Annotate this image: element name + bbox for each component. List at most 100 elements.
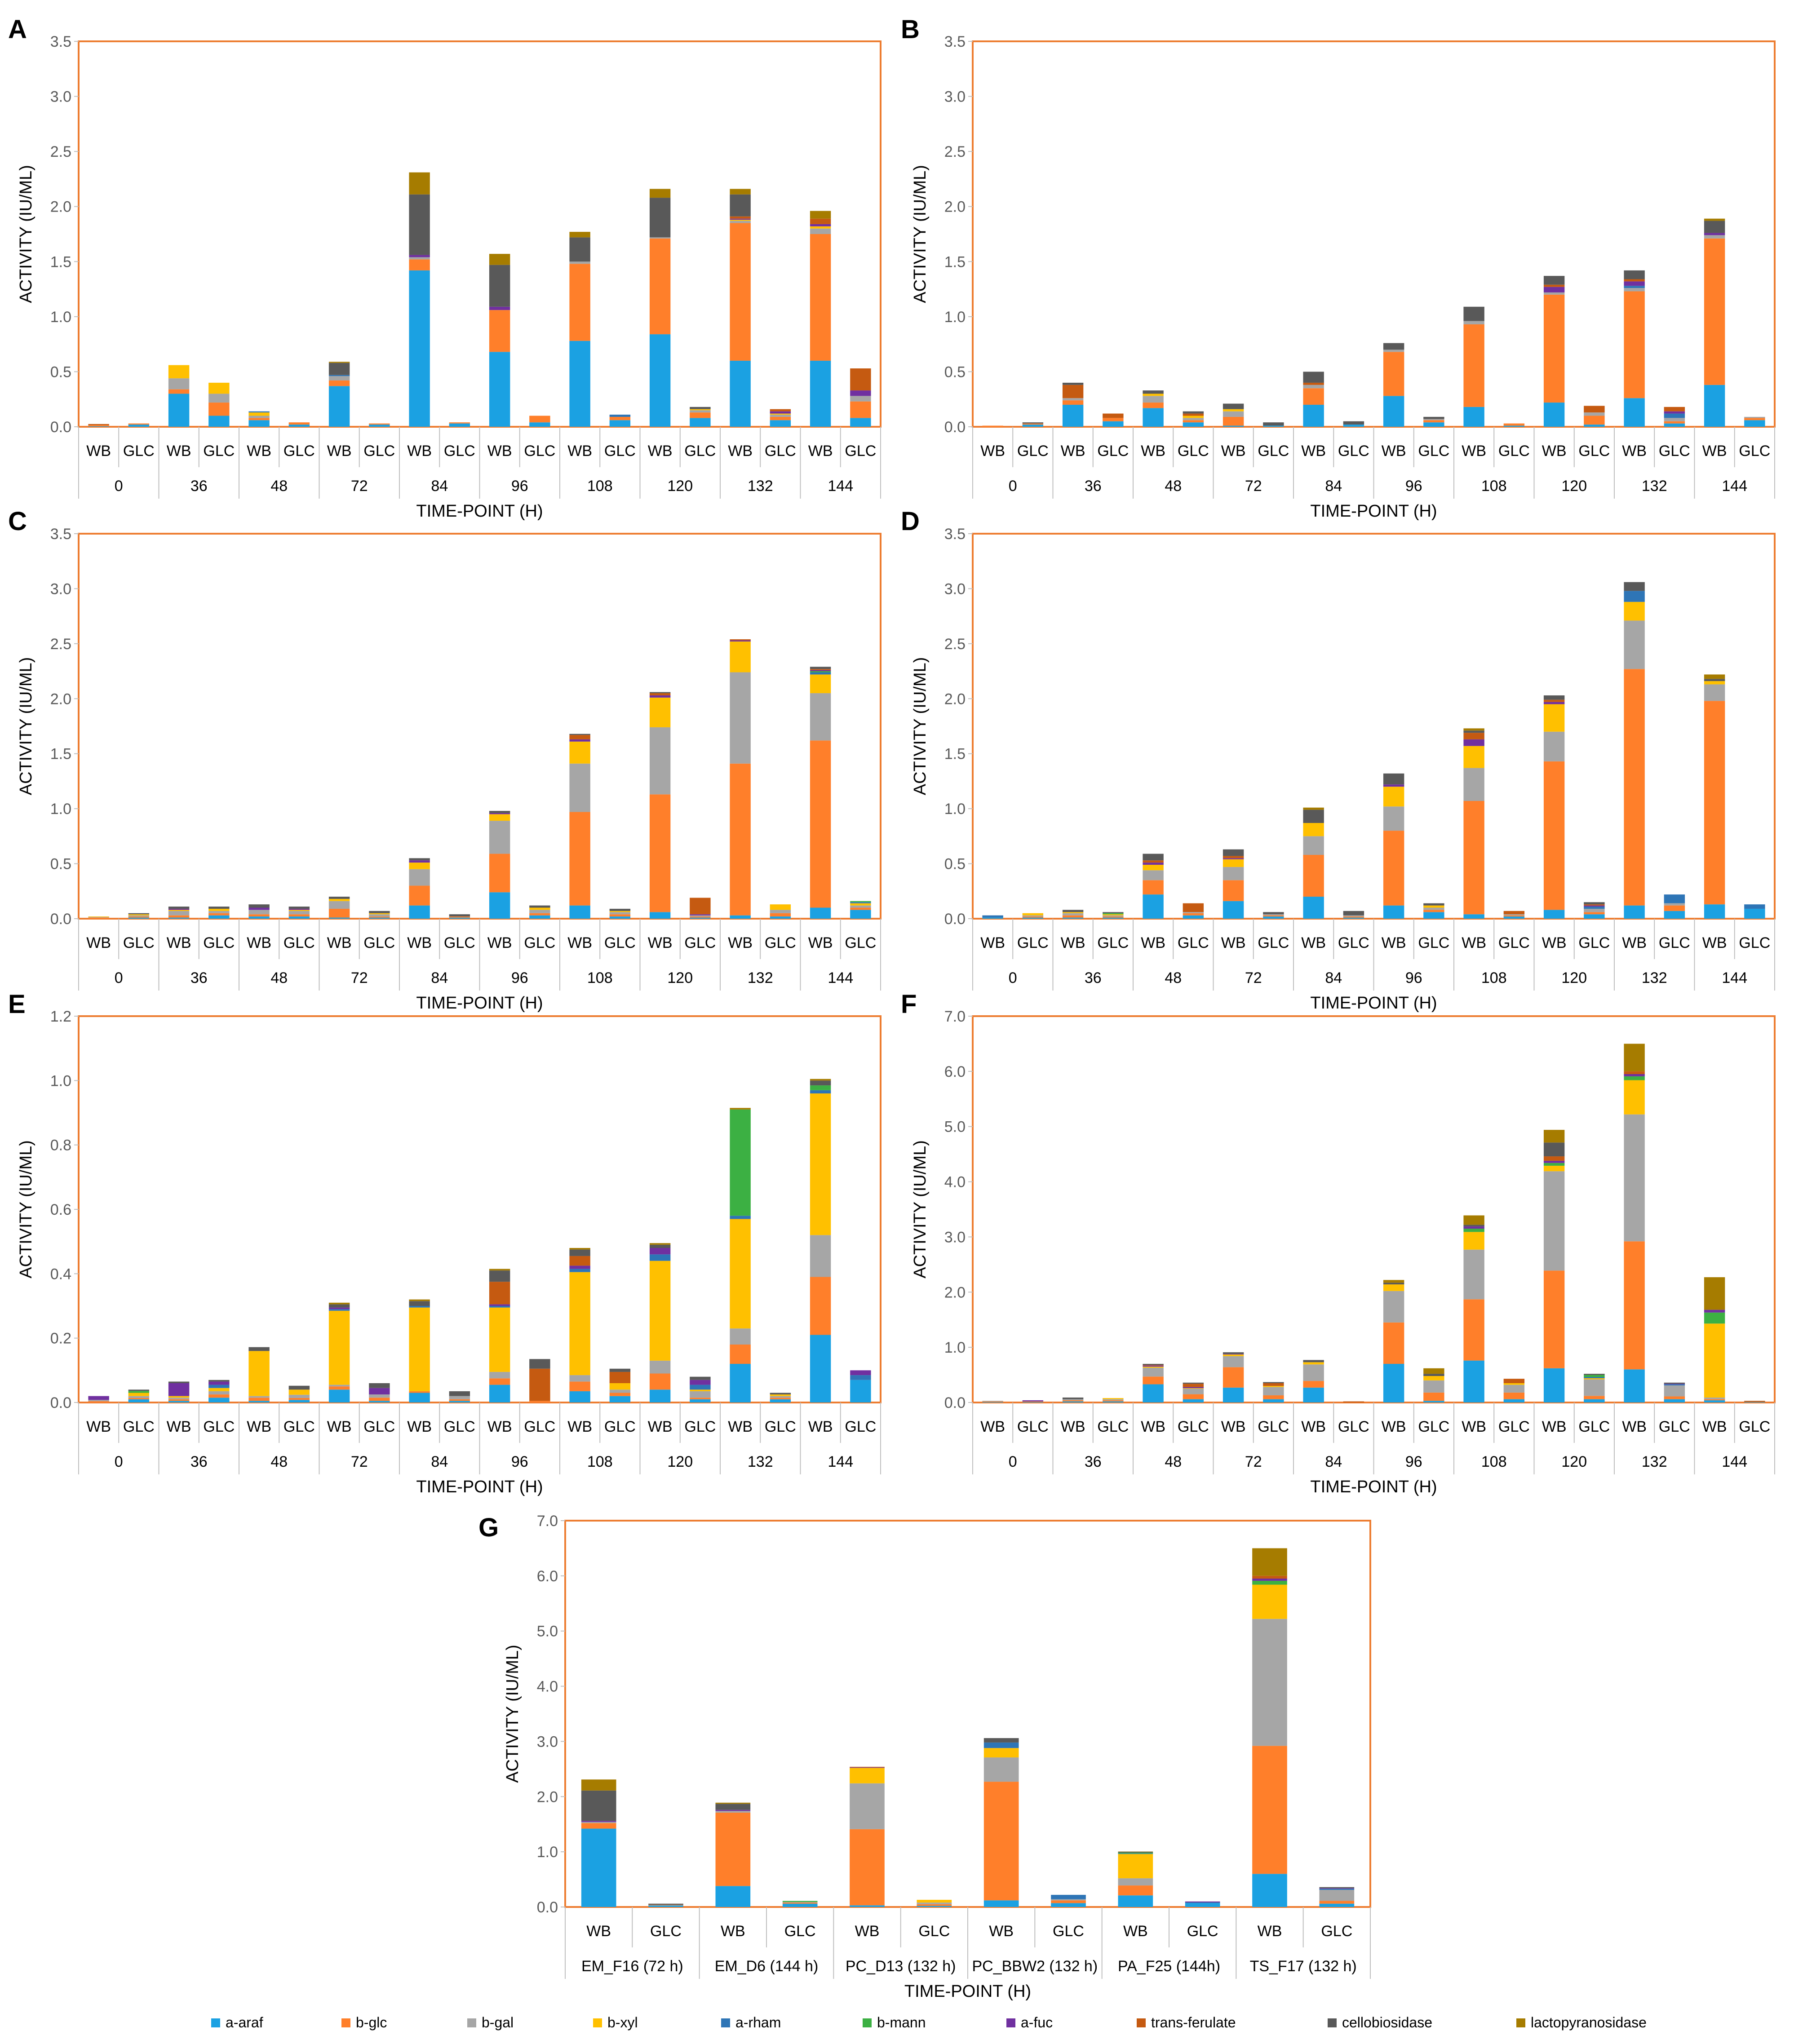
bar-label: WB (1542, 442, 1567, 460)
bar-segment-a-araf (529, 422, 550, 427)
bar-segment-a-fuc (1463, 1226, 1484, 1229)
bar-label: WB (1382, 934, 1406, 951)
bar-label: GLC (1017, 934, 1049, 951)
bar-segment-a-fuc (850, 1767, 885, 1768)
bar-segment-b-gal (288, 911, 310, 915)
bar-segment-b-gal (569, 261, 590, 264)
bar-label: WB (487, 442, 512, 460)
bar-segment-b-glc (1664, 1396, 1685, 1399)
bar-segment-cellobiosidase (288, 907, 310, 909)
bar-segment-b-xyl (1223, 409, 1244, 411)
bar-label: GLC (784, 1923, 816, 1940)
bar-segment-cellobiosidase (1223, 403, 1244, 409)
bar-label: WB (1061, 1418, 1085, 1435)
bar-label: GLC (123, 1418, 155, 1435)
bar-segment-b-gal (609, 1389, 631, 1393)
bar-segment-b-glc (1022, 423, 1044, 425)
bar-segment-trans-ferulate (1543, 1156, 1565, 1161)
bar-label: GLC (524, 934, 555, 951)
bar-segment-cellobiosidase (1143, 1364, 1164, 1365)
bar-segment-a-araf (489, 1385, 510, 1402)
bar-segment-a-araf (1624, 905, 1645, 919)
bar-segment-a-araf (1383, 1364, 1404, 1402)
bar-segment-b-xyl (770, 904, 791, 910)
bar-label: GLC (1578, 1418, 1610, 1435)
bar-segment-b-xyl (810, 1093, 831, 1235)
bar-segment-b-glc (208, 913, 230, 916)
y-tick-label: 1.0 (944, 1339, 966, 1356)
group-label: 108 (1481, 969, 1507, 987)
x-axis-title: TIME-POINT (H) (416, 1478, 543, 1496)
bar-segment-cellobiosidase (1022, 422, 1044, 424)
bar-segment-a-araf (128, 1399, 150, 1402)
bar-segment-a-rham (983, 1742, 1019, 1748)
bar-segment-cellobiosidase (1062, 1397, 1084, 1399)
group-label: 96 (1405, 1453, 1422, 1470)
bar-segment-b-xyl (1423, 1376, 1444, 1380)
bar-label: GLC (363, 442, 395, 460)
bar-label: WB (1258, 1923, 1282, 1940)
bar-segment-b-mann (730, 1109, 751, 1216)
bar-segment-b-glc (1252, 1746, 1287, 1874)
bar-segment-b-gal (609, 912, 631, 915)
bar-segment-cellobiosidase (1143, 390, 1164, 394)
bar-label: WB (808, 1418, 833, 1435)
bar-segment-a-araf (248, 916, 270, 919)
group-label: 96 (1405, 478, 1422, 495)
bar-segment-a-araf (1051, 1903, 1086, 1907)
bar-segment-a-fuc (581, 1821, 616, 1822)
bar-segment-a-araf (88, 426, 109, 427)
bar-segment-a-araf (1584, 1399, 1605, 1402)
bar-segment-b-glc (850, 1829, 885, 1906)
group-label: EM_D6 (144 h) (715, 1958, 819, 1975)
bar-segment-b-xyl (810, 674, 831, 694)
bar-segment-a-rham (982, 915, 1003, 918)
bar-segment-a-fuc (1252, 1579, 1287, 1581)
group-label: 96 (1405, 969, 1422, 987)
bar-segment-b-mann (782, 1901, 818, 1902)
x-axis-title: TIME-POINT (H) (1310, 1478, 1437, 1496)
y-tick-label: 3.5 (944, 33, 966, 50)
group-label: TS_F17 (132 h) (1250, 1958, 1357, 1975)
bar-label: GLC (524, 442, 555, 460)
bar-segment-b-gal (1383, 350, 1404, 352)
bar-segment-b-xyl (128, 914, 150, 916)
x-axis-title: TIME-POINT (H) (416, 502, 543, 521)
bar-segment-cellobiosidase (449, 914, 470, 917)
bar-segment-a-fuc (810, 670, 831, 672)
bar-segment-b-glc (569, 812, 590, 906)
bar-segment-cellobiosidase (248, 904, 270, 908)
bar-segment-b-gal (730, 672, 751, 764)
bar-label: WB (808, 934, 833, 951)
bar-segment-cellobiosidase (529, 905, 550, 908)
bar-segment-a-araf (730, 1364, 751, 1402)
bar-segment-b-gal (1383, 806, 1404, 831)
bar-segment-b-xyl (770, 413, 791, 415)
y-axis-title: ACTIVITY (IU/ML) (503, 1645, 522, 1783)
bar-segment-cellobiosidase (1624, 582, 1645, 591)
bar-segment-b-gal (369, 1394, 390, 1398)
bar-segment-b-gal (1624, 1114, 1645, 1242)
bar-segment-a-fuc (168, 1383, 190, 1396)
bar-segment-b-glc (1062, 400, 1084, 405)
bar-segment-a-araf (1744, 420, 1765, 427)
bar-segment-a-fuc (1543, 702, 1565, 704)
y-tick-label: 2.0 (944, 199, 966, 216)
bar-segment-b-xyl (1463, 1232, 1484, 1250)
bar-segment-b-glc (489, 854, 510, 893)
bar-segment-a-fuc (1143, 1365, 1164, 1367)
bar-segment-b-glc (1383, 831, 1404, 906)
bar-segment-b-gal (1463, 768, 1484, 801)
bar-label: GLC (604, 442, 636, 460)
bar-segment-a-araf (1183, 915, 1204, 919)
bar-segment-a-araf (609, 420, 631, 427)
x-axis-title: TIME-POINT (H) (1310, 502, 1437, 521)
legend-label: trans-ferulate (1151, 2014, 1236, 2031)
bar-segment-b-glc (1624, 291, 1645, 398)
bar-segment-b-gal (1463, 321, 1484, 325)
bar-label: GLC (1178, 1418, 1209, 1435)
bar-segment-b-glc (770, 416, 791, 420)
bar-segment-cellobiosidase (609, 908, 631, 911)
bar-segment-a-araf (1223, 901, 1244, 919)
plot-area-border (78, 533, 881, 920)
